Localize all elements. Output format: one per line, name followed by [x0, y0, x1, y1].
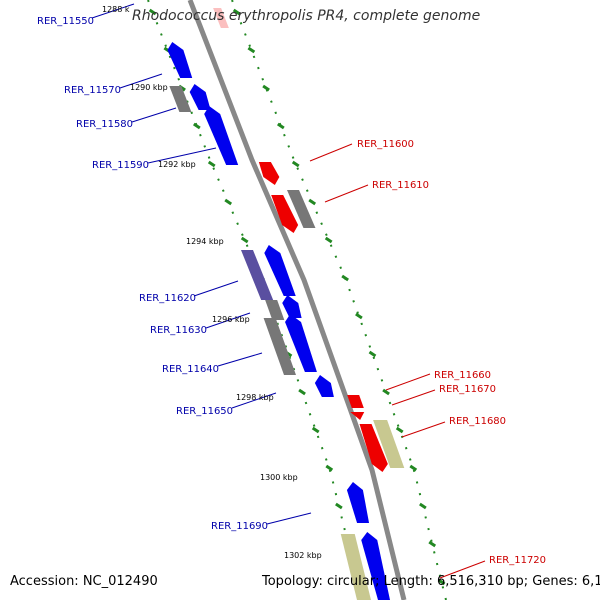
- label-leader-line: [193, 280, 239, 297]
- scale-tick: [308, 198, 317, 206]
- gene-label-rer-11580[interactable]: RER_11580: [76, 119, 133, 130]
- scale-tick: [247, 46, 256, 54]
- gene-label-rer-11590[interactable]: RER_11590: [92, 160, 149, 171]
- scale-tick: [291, 160, 300, 168]
- label-leader-line: [91, 3, 135, 19]
- label-leader-line: [309, 143, 353, 162]
- label-leader-line: [439, 560, 486, 579]
- map-title: Rhodococcus erythropolis PR4, complete g…: [132, 8, 481, 24]
- label-leader-line: [131, 107, 177, 123]
- gene-feature-reverse[interactable]: [271, 195, 299, 233]
- gene-feature-rna[interactable]: [340, 534, 371, 600]
- scale-label: 1294 kbp: [186, 237, 224, 246]
- gene-feature-forward[interactable]: [361, 532, 390, 600]
- gene-feature-reverse[interactable]: [359, 424, 388, 472]
- gene-feature-forward[interactable]: [189, 84, 211, 110]
- gene-label-rer-11660[interactable]: RER_11660: [434, 370, 491, 381]
- genome-summary-text: Topology: circular; Length: 6,516,310 bp…: [262, 574, 600, 589]
- scale-tick: [232, 8, 241, 16]
- gene-label-rer-11550[interactable]: RER_11550: [37, 16, 94, 27]
- accession-text: Accession: NC_012490: [10, 574, 158, 589]
- gene-feature-pseudo[interactable]: [265, 300, 285, 320]
- gene-feature-rna[interactable]: [373, 420, 405, 468]
- gene-feature-forward[interactable]: [167, 42, 193, 78]
- label-leader-line: [147, 147, 217, 164]
- gene-label-rer-11650[interactable]: RER_11650: [176, 406, 233, 417]
- gene-feature-forward[interactable]: [285, 314, 317, 372]
- gene-label-rer-11630[interactable]: RER_11630: [150, 325, 207, 336]
- gene-feature-other[interactable]: [241, 250, 274, 300]
- label-leader-line: [385, 373, 431, 391]
- scale-tick: [240, 236, 249, 244]
- scale-tick: [224, 198, 233, 206]
- scale-label: 1288 k: [102, 5, 130, 14]
- scale-tick: [148, 8, 157, 16]
- scale-tick: [207, 160, 216, 168]
- gene-label-rer-11600[interactable]: RER_11600: [357, 139, 414, 150]
- gene-labels[interactable]: RER_11550 RER_11570 RER_11580 RER_11590 RER_…: [37, 16, 546, 566]
- gene-feature-pseudo[interactable]: [169, 86, 192, 112]
- gene-feature-forward[interactable]: [282, 295, 302, 318]
- gene-label-rer-11640[interactable]: RER_11640: [162, 364, 219, 375]
- gene-label-rer-11610[interactable]: RER_11610: [372, 180, 429, 191]
- gene-feature-forward[interactable]: [204, 106, 239, 165]
- label-leader-line: [324, 184, 369, 203]
- gene-feature-forward[interactable]: [314, 375, 334, 397]
- scale-tick: [325, 464, 334, 472]
- gene-feature-reverse[interactable]: [213, 8, 229, 28]
- scale-tick: [276, 122, 285, 130]
- gene-feature-reverse[interactable]: [347, 395, 364, 408]
- label-leader-line: [391, 389, 436, 406]
- gene-label-rer-11690[interactable]: RER_11690: [211, 521, 268, 532]
- label-leader-line: [266, 512, 312, 525]
- gene-label-rer-11720[interactable]: RER_11720: [489, 555, 546, 566]
- scale-tick: [368, 350, 377, 358]
- gene-feature-forward[interactable]: [346, 482, 370, 523]
- scale-tick: [298, 388, 306, 396]
- scale-tick: [395, 426, 404, 434]
- backbone-line: [187, 0, 407, 600]
- gene-feature-reverse[interactable]: [258, 162, 280, 185]
- scale-tick: [382, 388, 390, 396]
- gene-label-rer-11670[interactable]: RER_11670: [439, 384, 496, 395]
- gene-features: [167, 8, 405, 600]
- scale-tick: [335, 502, 343, 510]
- label-leader-line: [231, 392, 277, 409]
- scale-tick: [324, 236, 333, 244]
- scale-tick: [437, 578, 446, 586]
- scale-tick: [419, 502, 427, 510]
- label-leader-line: [119, 73, 163, 89]
- label-leader-lines: [91, 3, 486, 579]
- gene-label-rer-11570[interactable]: RER_11570: [64, 85, 121, 96]
- gene-label-rer-11680[interactable]: RER_11680: [449, 416, 506, 427]
- label-leader-line: [217, 352, 263, 367]
- scale-labels: 1288 k 1290 kbp 1292 kbp 1294 kbp 1296 kbp 12…: [102, 5, 322, 560]
- scale-tick: [311, 426, 320, 434]
- scale-tick: [409, 464, 418, 472]
- gene-label-rer-11620[interactable]: RER_11620: [139, 293, 196, 304]
- gene-feature-pseudo[interactable]: [287, 190, 316, 228]
- scale-tick: [355, 312, 363, 320]
- scale-label: 1300 kbp: [260, 473, 298, 482]
- scale-label: 1292 kbp: [158, 160, 196, 169]
- scale-tick: [262, 84, 270, 92]
- gene-feature-forward[interactable]: [264, 245, 296, 296]
- gene-feature-reverse[interactable]: [350, 412, 365, 420]
- gene-feature-pseudo[interactable]: [263, 318, 296, 375]
- scale-label: 1290 kbp: [130, 83, 168, 92]
- label-leader-line: [401, 421, 446, 438]
- scale-tick: [192, 122, 201, 130]
- scale-tick: [428, 540, 437, 548]
- scale-label: 1302 kbp: [284, 551, 322, 560]
- label-leader-line: [205, 312, 251, 329]
- scale-label: 1298 kbp: [236, 393, 274, 402]
- genome-backbone: [187, 0, 407, 600]
- scale-tick: [341, 274, 349, 282]
- scale-label: 1296 kbp: [212, 315, 250, 324]
